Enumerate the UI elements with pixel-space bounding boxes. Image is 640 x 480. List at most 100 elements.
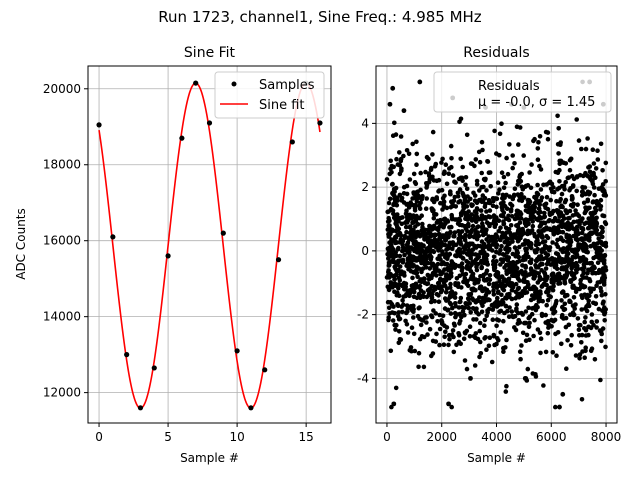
residual-point [478, 284, 484, 290]
residual-point [416, 291, 422, 297]
residual-point [506, 213, 511, 219]
residual-point [484, 188, 489, 193]
residual-point [514, 308, 519, 314]
residual-point [468, 375, 473, 381]
residual-point [501, 210, 507, 216]
residual-point [517, 349, 523, 355]
residual-point [413, 244, 419, 249]
residual-point [581, 173, 586, 179]
residual-point [574, 188, 579, 194]
residual-point [559, 191, 565, 197]
residual-point [470, 241, 475, 247]
sine-fit-legend: Samples Sine fit [214, 71, 325, 119]
residual-point [576, 138, 582, 143]
residual-point [516, 318, 521, 323]
residual-point [432, 211, 438, 217]
residual-point [543, 266, 549, 271]
residual-point [554, 277, 559, 283]
residual-point [554, 353, 559, 359]
residual-point [387, 101, 393, 107]
residual-point [517, 220, 523, 225]
residual-point [439, 318, 444, 323]
residual-point [388, 348, 394, 354]
residuals-x-label: Sample # [467, 451, 526, 465]
residual-point [559, 203, 564, 208]
residual-point [480, 193, 486, 198]
residual-point [595, 260, 601, 266]
residual-point [389, 170, 394, 175]
residual-point [576, 231, 581, 236]
residual-point [494, 299, 499, 304]
residual-point [579, 193, 585, 198]
residual-point [422, 234, 427, 239]
residual-point [457, 321, 462, 326]
residual-point [527, 320, 532, 326]
residual-point [567, 257, 573, 263]
residual-point [391, 401, 397, 407]
residual-point [389, 404, 394, 410]
residual-point [465, 194, 470, 199]
residual-point [574, 219, 580, 224]
residual-point [600, 188, 605, 194]
residual-point [494, 323, 499, 329]
residual-point [574, 224, 580, 230]
residual-point [432, 237, 438, 242]
legend-label-sine-fit: Sine fit [259, 98, 305, 113]
residual-point [537, 134, 543, 139]
residual-point [412, 219, 417, 224]
residual-point [593, 270, 599, 276]
residual-point [473, 245, 479, 250]
residual-point [571, 295, 577, 300]
residual-point [491, 292, 497, 297]
residual-point [567, 188, 572, 193]
residual-point [535, 182, 540, 188]
residual-point [499, 170, 505, 175]
residual-point [560, 213, 565, 218]
residual-point [557, 199, 562, 204]
residual-point [396, 286, 401, 291]
residual-point [436, 177, 442, 183]
residual-point [535, 146, 541, 151]
residual-point [456, 339, 462, 345]
residual-point [561, 183, 567, 189]
residual-point [433, 268, 439, 274]
residual-point [402, 235, 408, 240]
residual-point [525, 183, 531, 188]
residual-point [582, 210, 588, 216]
residual-point [516, 178, 521, 184]
sample-point [193, 80, 199, 86]
residual-point [526, 305, 531, 311]
residual-point [588, 243, 593, 249]
residual-point [406, 237, 412, 242]
residual-point [443, 237, 448, 243]
residual-point [478, 351, 484, 356]
residual-point [487, 244, 493, 250]
residual-point [457, 299, 463, 305]
residual-point [470, 271, 476, 277]
residual-point [564, 239, 570, 244]
residual-point [581, 275, 586, 280]
residual-point [513, 296, 518, 301]
residual-point [516, 142, 521, 147]
residual-point [431, 215, 437, 221]
residual-point [531, 138, 536, 144]
residual-point [508, 223, 514, 228]
residuals-x-ticks: 0 2000 4000 6000 8000 [383, 423, 621, 444]
residual-point [396, 340, 402, 346]
residual-point [538, 215, 544, 221]
residual-point [579, 397, 585, 402]
residual-point [413, 204, 418, 209]
residual-point [451, 264, 456, 270]
residual-point [386, 215, 392, 221]
residual-point [575, 202, 580, 207]
residual-point [411, 191, 417, 196]
residual-point [581, 270, 586, 276]
residual-point [523, 203, 529, 209]
residual-point [512, 325, 517, 330]
residual-point [575, 316, 581, 321]
residual-point [398, 258, 403, 263]
residual-point [446, 342, 451, 348]
residual-point [495, 295, 500, 301]
residual-point [507, 194, 512, 199]
residual-point [587, 164, 593, 169]
